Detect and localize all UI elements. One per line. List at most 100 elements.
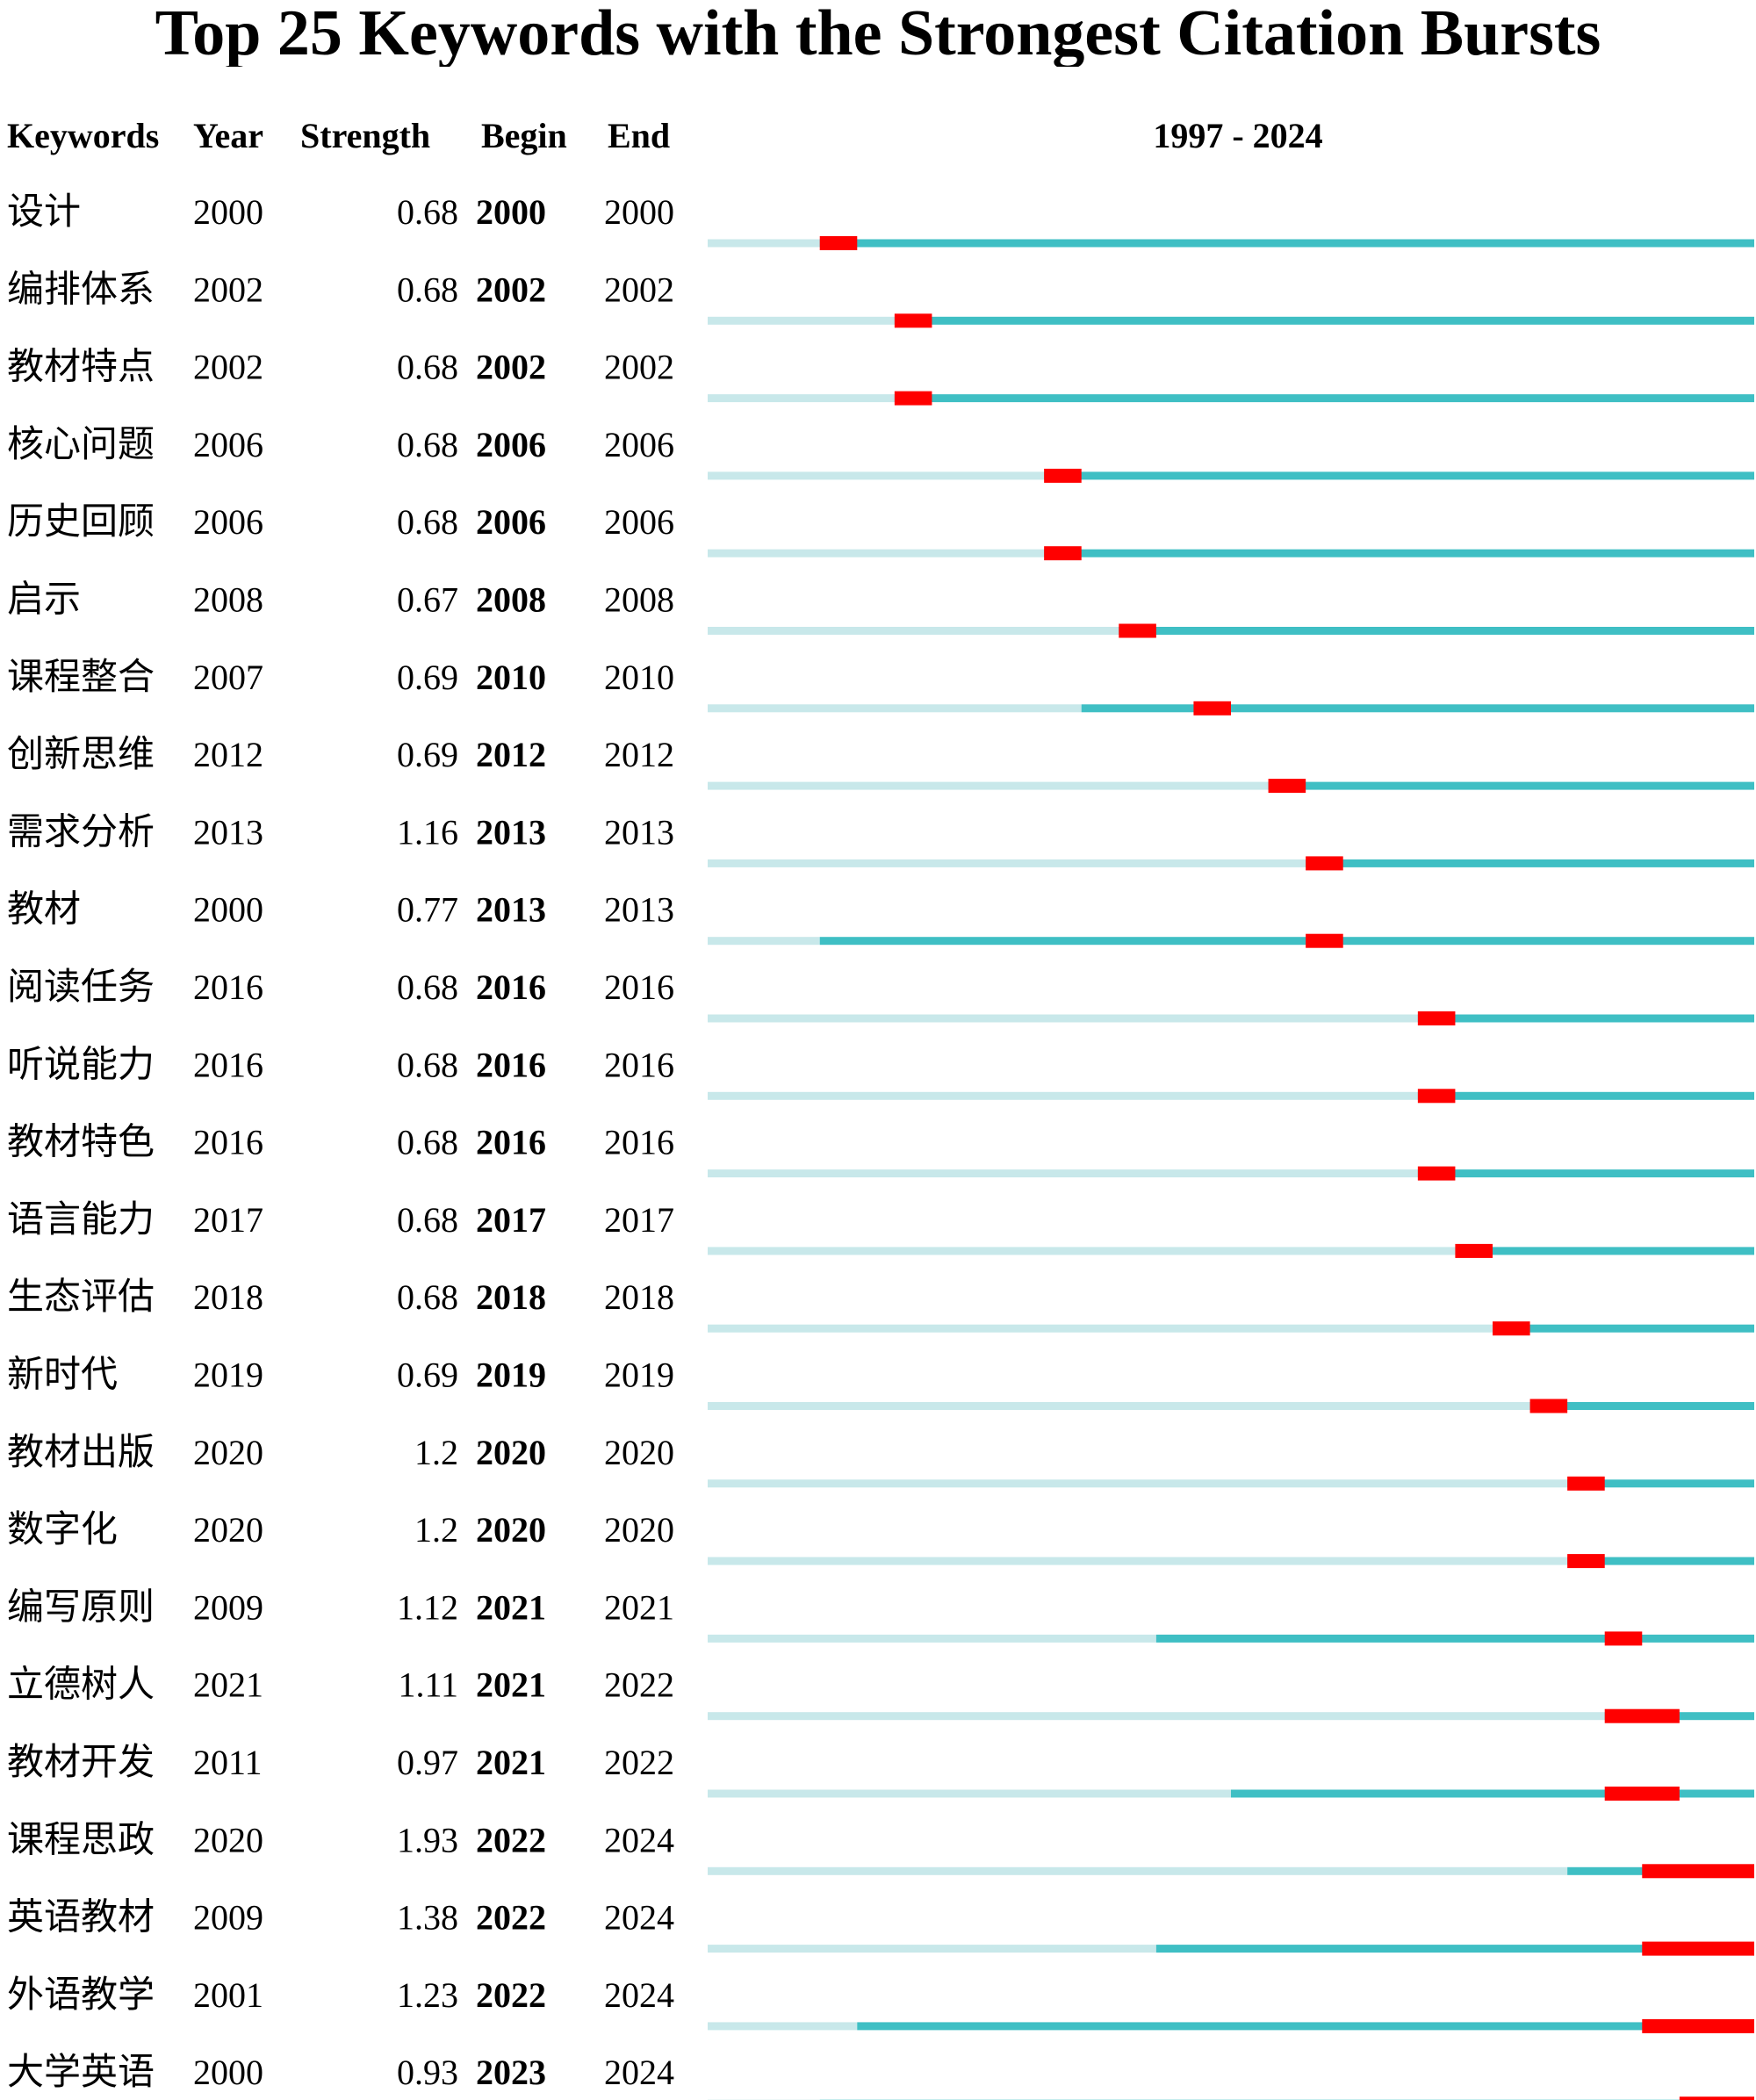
timeline-before-bar — [708, 1479, 1568, 1488]
burst-bar — [1604, 1708, 1680, 1723]
strength-cell: 1.12 — [397, 1587, 458, 1627]
keyword-cell: 核心问题 — [7, 425, 155, 465]
burst-bar — [1567, 1476, 1605, 1491]
strength-cell: 0.69 — [397, 658, 458, 697]
keyword-cell: 启示 — [7, 580, 81, 621]
begin-cell: 2016 — [476, 1123, 546, 1162]
table-row: 外语教学 2001 1.23 2022 2024 — [7, 1974, 1754, 2033]
begin-cell: 2016 — [476, 967, 546, 1007]
timeline-before-bar — [708, 471, 1045, 480]
burst-bar — [1306, 933, 1343, 948]
strength-cell: 1.2 — [414, 1510, 458, 1550]
timeline-before-bar — [708, 1247, 1456, 1255]
begin-cell: 2010 — [476, 658, 546, 697]
burst-bar — [1567, 1554, 1605, 1569]
year-cell: 2020 — [193, 1510, 263, 1550]
timeline-active-bar — [1567, 1479, 1754, 1488]
begin-cell: 2006 — [476, 425, 546, 464]
begin-cell: 2012 — [476, 735, 546, 774]
end-cell: 2013 — [604, 812, 674, 852]
strength-cell: 0.68 — [397, 1200, 458, 1240]
end-cell: 2010 — [604, 658, 674, 697]
burst-bar — [1642, 1864, 1754, 1879]
strength-cell: 0.67 — [397, 580, 458, 620]
begin-cell: 2018 — [476, 1277, 546, 1317]
begin-cell: 2002 — [476, 348, 546, 387]
year-header: Year — [193, 116, 263, 155]
timeline-before-bar — [708, 549, 1045, 557]
timeline-active-bar — [1567, 1557, 1754, 1565]
begin-cell: 2023 — [476, 2053, 546, 2092]
table-row: 编写原则 2009 1.12 2021 2021 — [7, 1587, 1754, 1646]
timeline-active-bar — [857, 2022, 1754, 2031]
year-cell: 2011 — [193, 1743, 263, 1782]
end-cell: 2006 — [604, 425, 674, 464]
table-row: 阅读任务 2016 0.68 2016 2016 — [7, 967, 1754, 1025]
table-row: 编排体系 2002 0.68 2002 2002 — [7, 270, 1754, 328]
table-row: 教材开发 2011 0.97 2021 2022 — [7, 1743, 1754, 1801]
year-cell: 2019 — [193, 1356, 263, 1395]
keyword-cell: 设计 — [7, 192, 81, 233]
year-cell: 2002 — [193, 270, 263, 309]
timeline-active-bar — [1155, 1945, 1754, 1953]
burst-bar — [1642, 1941, 1754, 1956]
strength-cell: 0.68 — [397, 348, 458, 387]
burst-bar — [1268, 779, 1306, 794]
chart-title: Top 25 Keywords with the Strongest Citat… — [155, 0, 1601, 67]
timeline-before-bar — [708, 937, 820, 946]
strength-cell: 0.68 — [397, 270, 458, 309]
begin-cell: 2022 — [476, 1975, 546, 2015]
timeline-active-bar — [1417, 1014, 1754, 1023]
strength-cell: 1.93 — [397, 1820, 458, 1859]
timeline-before-bar — [708, 627, 1119, 635]
burst-bar — [1529, 1399, 1568, 1413]
keyword-cell: 教材 — [7, 890, 81, 931]
strength-header: Strength — [300, 116, 430, 155]
keyword-cell: 历史回顾 — [7, 502, 155, 543]
burst-bar — [1119, 623, 1156, 638]
keyword-cell: 听说能力 — [7, 1045, 155, 1085]
table-row: 设计 2000 0.68 2000 2000 — [7, 192, 1754, 250]
year-cell: 2009 — [193, 1587, 263, 1627]
timeline-before-bar — [708, 1866, 1568, 1875]
burst-bar — [1604, 1631, 1643, 1646]
end-cell: 2022 — [604, 1665, 674, 1705]
end-cell: 2002 — [604, 348, 674, 387]
begin-cell: 2021 — [476, 1587, 546, 1627]
year-cell: 2021 — [193, 1665, 263, 1705]
table-row: 语言能力 2017 0.68 2017 2017 — [7, 1200, 1754, 1258]
timeline-before-bar — [708, 1402, 1530, 1410]
year-cell: 2009 — [193, 1898, 263, 1938]
strength-cell: 1.2 — [414, 1433, 458, 1472]
year-cell: 2006 — [193, 502, 263, 542]
strength-cell: 1.16 — [397, 812, 458, 852]
keyword-cell: 需求分析 — [7, 812, 155, 852]
header-row: Keywords Year Strength Begin End 1997 - 2024 — [7, 116, 1323, 155]
end-cell: 2022 — [604, 1743, 674, 1782]
timeline-active-bar — [1529, 1402, 1754, 1410]
burst-bar — [1642, 2018, 1754, 2033]
end-cell: 2012 — [604, 735, 674, 774]
end-cell: 2020 — [604, 1433, 674, 1472]
burst-bar — [1417, 1166, 1456, 1181]
timeline-active-bar — [1493, 1324, 1754, 1333]
table-row: 核心问题 2006 0.68 2006 2006 — [7, 425, 1754, 483]
table-row: 需求分析 2013 1.16 2013 2013 — [7, 812, 1754, 871]
table-row: 立德树人 2021 1.11 2021 2022 — [7, 1665, 1754, 1723]
year-cell: 2000 — [193, 2053, 263, 2092]
keyword-cell: 编排体系 — [7, 270, 155, 310]
burst-bar — [819, 236, 858, 250]
timeline-before-bar — [708, 1712, 1605, 1721]
burst-bar — [1417, 1011, 1456, 1025]
table-row: 教材出版 2020 1.2 2020 2020 — [7, 1433, 1754, 1491]
timeline-before-bar — [708, 1324, 1493, 1333]
table-row: 英语教材 2009 1.38 2022 2024 — [7, 1898, 1754, 1956]
strength-cell: 0.69 — [397, 1356, 458, 1395]
year-cell: 2016 — [193, 1123, 263, 1162]
strength-cell: 0.68 — [397, 192, 458, 232]
begin-cell: 2022 — [476, 1820, 546, 1859]
end-cell: 2016 — [604, 967, 674, 1007]
year-cell: 2020 — [193, 1433, 263, 1472]
timeline-active-bar — [1119, 627, 1754, 635]
table-row: 课程整合 2007 0.69 2010 2010 — [7, 658, 1754, 716]
